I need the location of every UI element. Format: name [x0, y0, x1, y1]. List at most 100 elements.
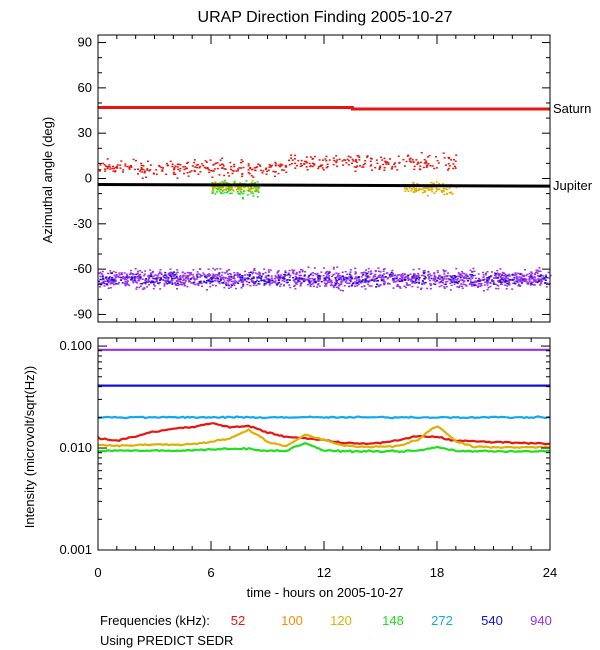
azimuth-point: [443, 283, 446, 286]
azimuth-point: [494, 283, 497, 285]
azimuth-point: [414, 188, 416, 190]
azimuth-point: [294, 288, 297, 290]
azimuth-point: [473, 281, 475, 283]
azimuth-point: [276, 283, 279, 285]
azimuth-point: [117, 283, 120, 285]
azimuth-point: [98, 170, 101, 172]
azimuth-point: [240, 167, 243, 169]
azimuth-point: [223, 189, 226, 191]
azimuth-point: [229, 273, 232, 275]
azimuth-point: [446, 169, 449, 171]
azimuth-point: [132, 158, 135, 161]
azimuth-point: [301, 270, 304, 273]
azimuth-point: [233, 278, 236, 280]
azimuth-point: [283, 274, 286, 276]
azimuth-point: [147, 281, 150, 283]
azimuth-point: [429, 284, 432, 286]
azimuth-point: [414, 280, 417, 283]
azimuth-point: [176, 288, 178, 290]
azimuth-point: [210, 169, 213, 172]
azimuth-point: [521, 282, 524, 284]
azimuth-point: [241, 173, 244, 175]
azimuth-point: [519, 280, 522, 282]
azimuth-point: [291, 269, 294, 271]
frequency-label-540-khz: 540: [481, 613, 503, 628]
azimuth-point: [113, 274, 116, 277]
azimuth-point: [328, 278, 331, 280]
azimuth-point: [236, 273, 239, 275]
azimuth-point: [271, 279, 274, 281]
azimuth-point: [135, 276, 138, 278]
intensity-line-272-khz: [97, 415, 551, 420]
azimuth-point: [534, 280, 536, 282]
azimuth-point: [402, 279, 405, 281]
azimuth-point: [214, 193, 217, 195]
azimuth-point: [253, 167, 256, 169]
azimuth-point: [528, 279, 531, 281]
azimuth-point: [230, 187, 233, 189]
azimuth-point: [186, 271, 189, 274]
azimuth-point: [209, 274, 212, 276]
azimuth-point: [408, 158, 411, 160]
azimuth-point: [159, 279, 161, 281]
azimuth-point: [531, 278, 534, 280]
azimuth-point: [230, 275, 233, 278]
azimuth-point: [216, 268, 219, 270]
azimuth-point: [302, 280, 305, 283]
azimuth-point: [208, 273, 211, 275]
azimuth-point: [207, 273, 209, 276]
azimuth-point: [300, 274, 303, 277]
azimuth-point: [254, 169, 257, 172]
azimuth-point: [461, 279, 464, 281]
azimuth-point: [218, 190, 221, 192]
azimuth-point: [443, 286, 446, 288]
azimuth-point: [138, 170, 141, 172]
azimuth-point: [528, 275, 531, 278]
azimuth-point: [221, 167, 224, 169]
azimuth-point: [203, 274, 206, 276]
azimuth-point: [262, 279, 265, 282]
azimuth-point: [418, 268, 421, 270]
azimuth-point: [143, 273, 146, 275]
azimuth-point: [411, 282, 414, 284]
azimuth-point: [213, 275, 216, 277]
azimuth-point: [283, 280, 286, 283]
azimuth-point: [284, 270, 287, 272]
azimuth-point: [251, 168, 254, 171]
azimuth-point: [358, 156, 361, 158]
azimuth-point: [160, 273, 163, 276]
azimuth-point: [464, 277, 466, 279]
azimuth-point: [434, 281, 437, 283]
azimuth-point: [241, 276, 244, 279]
azimuth-point: [128, 284, 131, 287]
azimuth-point: [324, 278, 327, 280]
azimuth-point: [318, 285, 321, 287]
azimuth-point: [223, 191, 226, 194]
azimuth-point: [142, 168, 145, 171]
azimuth-point: [397, 155, 400, 157]
azimuth-point: [218, 273, 220, 275]
azimuth-point: [206, 168, 209, 170]
azimuth-point: [143, 274, 146, 277]
azimuth-point: [140, 164, 143, 167]
azimuth-point: [363, 285, 366, 287]
azimuth-point: [124, 276, 127, 279]
azimuth-point: [289, 274, 292, 277]
azimuth-point: [483, 284, 486, 286]
azimuth-point: [364, 275, 367, 277]
azimuth-point: [146, 168, 149, 170]
azimuth-point: [428, 279, 431, 282]
azimuth-point: [152, 287, 155, 290]
azimuth-point: [442, 269, 445, 271]
azimuth-point: [217, 277, 220, 280]
azimuth-point: [120, 160, 123, 162]
azimuth-point: [211, 185, 214, 188]
azimuth-point: [508, 284, 511, 286]
azimuth-point: [233, 275, 235, 278]
azimuth-point: [187, 161, 190, 164]
azimuth-point: [513, 278, 516, 281]
frequency-label-100-khz: 100: [281, 613, 303, 628]
azimuth-point: [396, 285, 399, 287]
azimuth-point: [318, 278, 321, 280]
azimuth-point: [159, 288, 162, 290]
